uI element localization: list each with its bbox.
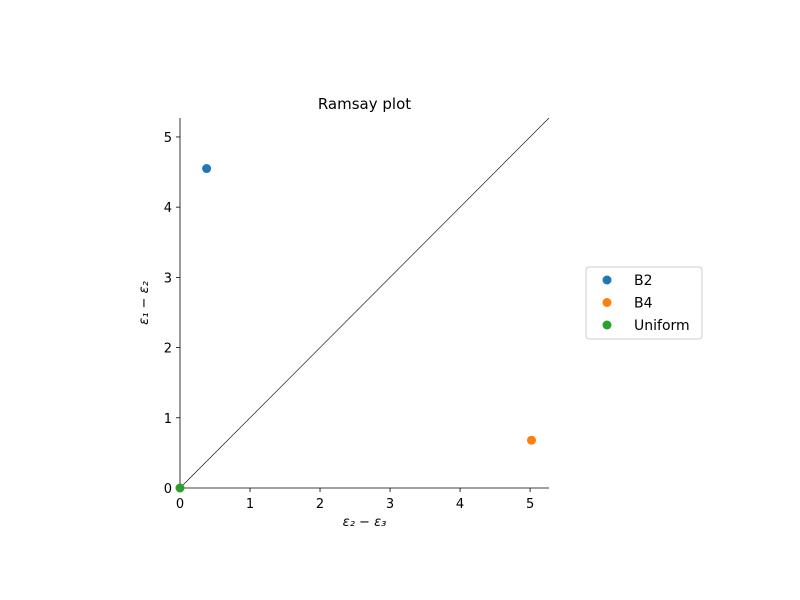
legend-marker-b4 xyxy=(602,298,612,307)
y-tick-label: 0 xyxy=(164,482,172,497)
legend-marker-b2 xyxy=(602,275,612,285)
x-tick-label: 4 xyxy=(456,497,464,512)
legend-frame xyxy=(585,266,703,340)
reference-diagonal-line xyxy=(179,117,550,489)
legend-label-uniform: Uniform xyxy=(634,318,690,334)
data-points xyxy=(175,164,536,493)
y-tick-label: 2 xyxy=(164,342,172,357)
legend-label-b2: B2 xyxy=(634,273,653,289)
legend-label-b4: B4 xyxy=(634,296,653,312)
chart-title: Ramsay plot xyxy=(318,95,411,113)
y-tick-label: 5 xyxy=(164,131,172,146)
y-tick-label: 1 xyxy=(164,412,172,427)
x-tick-label: 2 xyxy=(316,497,324,512)
y-axis-label: ε₁ − ε₂ xyxy=(137,281,152,325)
legend-marker-uniform xyxy=(602,320,612,330)
y-tick-label: 4 xyxy=(164,201,172,216)
point-uniform xyxy=(175,483,185,493)
x-tick-label: 1 xyxy=(246,497,254,512)
x-tick-label: 5 xyxy=(526,497,534,512)
point-b2 xyxy=(202,164,212,174)
point-b4 xyxy=(526,435,536,445)
x-tick-label: 0 xyxy=(176,497,184,512)
x-axis-label: ε₂ − ε₃ xyxy=(343,515,387,530)
legend: B2 B4 Uniform xyxy=(585,266,703,340)
y-tick-label: 3 xyxy=(164,271,172,286)
axes: 0 1 2 3 4 5 0 1 2 3 4 5 xyxy=(164,118,549,512)
x-tick-label: 3 xyxy=(386,497,394,512)
